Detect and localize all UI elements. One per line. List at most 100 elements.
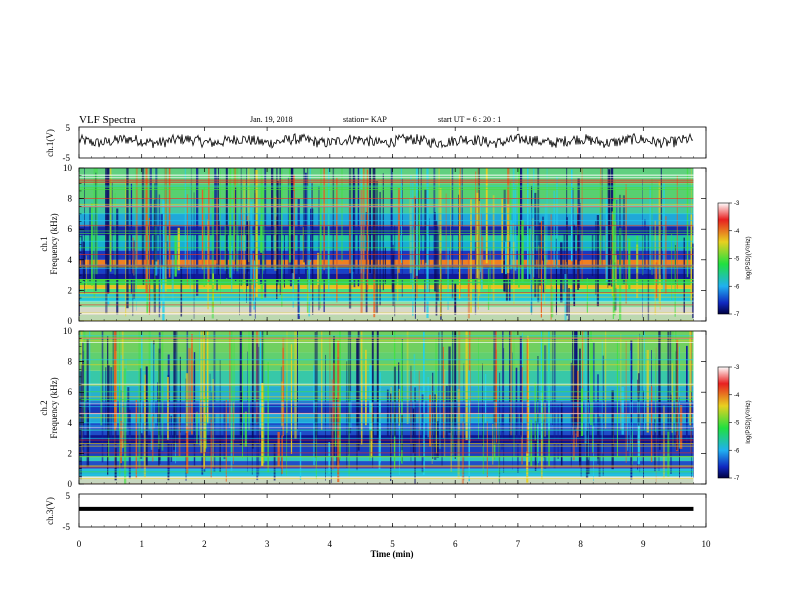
- spectral-streak: [429, 394, 431, 447]
- colorbar-tick-label: -6: [734, 284, 740, 290]
- spectral-streak: [281, 435, 283, 474]
- spectral-streak: [398, 362, 400, 425]
- spectral-streak: [142, 168, 145, 285]
- spectral-streak: [219, 439, 221, 472]
- spectral-streak: [429, 218, 430, 293]
- xtick-label: 9: [641, 539, 646, 549]
- spectral-streak: [619, 194, 621, 266]
- spectral-streak: [541, 331, 544, 445]
- spectral-streak: [276, 168, 278, 286]
- spectral-streak: [110, 175, 111, 272]
- spectral-streak: [533, 168, 535, 278]
- ytick-label: 8: [68, 194, 73, 204]
- spectral-streak: [82, 241, 85, 281]
- spectral-streak: [336, 177, 338, 303]
- spectral-streak: [258, 346, 260, 476]
- spectral-streak: [627, 415, 629, 451]
- spectral-streak: [111, 182, 113, 271]
- spectral-streak: [478, 201, 481, 296]
- spectral-streak: [158, 194, 161, 318]
- spectral-streak: [439, 188, 442, 317]
- spectral-streak: [138, 331, 141, 471]
- spectral-streak: [162, 200, 165, 321]
- spectral-streak: [328, 442, 331, 474]
- spectral-streak: [246, 225, 250, 272]
- spectral-streak: [312, 208, 314, 315]
- spectral-streak: [637, 393, 640, 465]
- spectral-streak: [630, 340, 633, 480]
- spectral-streak: [643, 390, 644, 479]
- spectral-streak: [475, 171, 477, 294]
- spectral-streak: [560, 402, 563, 466]
- spectral-streak: [539, 222, 542, 286]
- spectral-streak: [337, 340, 340, 483]
- spectral-band: [79, 267, 694, 274]
- spectral-band: [79, 413, 694, 423]
- spectral-streak: [207, 331, 209, 424]
- spectral-streak: [218, 220, 220, 266]
- narrowband-line: [79, 281, 694, 283]
- spectral-streak: [510, 220, 513, 269]
- spectral-streak: [436, 421, 439, 458]
- spectral-streak: [203, 186, 205, 287]
- spectral-streak: [534, 192, 537, 298]
- narrowband-line: [79, 304, 694, 306]
- spectral-streak: [498, 422, 500, 482]
- spectral-streak: [196, 168, 199, 296]
- spectral-streak: [412, 181, 414, 316]
- narrowband-line: [79, 422, 694, 424]
- spectral-streak: [519, 336, 522, 437]
- spectral-streak: [555, 238, 557, 315]
- narrowband-line: [79, 403, 694, 405]
- spectral-streak: [642, 179, 643, 318]
- narrowband-line: [79, 359, 694, 361]
- spectral-streak: [616, 199, 618, 275]
- spectral-streak: [390, 393, 392, 481]
- ytick-label: 10: [63, 326, 73, 336]
- spectral-streak: [392, 244, 394, 307]
- spectral-streak: [365, 349, 367, 426]
- narrowband-line: [79, 182, 694, 183]
- spectral-streak: [362, 248, 365, 303]
- ch1-waveform-line: [79, 132, 694, 149]
- spectral-streak: [596, 215, 599, 307]
- ytick-label: 4: [68, 418, 73, 428]
- spectral-streak: [474, 242, 477, 315]
- spectral-streak: [320, 168, 322, 282]
- spectral-streak: [174, 235, 177, 277]
- narrowband-line: [79, 383, 694, 385]
- spectral-streak: [566, 168, 568, 262]
- ch3-waveform-ylabel: ch.3(V): [45, 497, 55, 525]
- spectral-streak: [578, 203, 581, 262]
- ytick-label: 6: [68, 224, 73, 234]
- spectral-streak: [190, 168, 192, 277]
- ch2-frequency-label: Frequency (kHz): [49, 377, 59, 438]
- spectral-streak: [450, 386, 452, 472]
- spectral-streak: [204, 415, 206, 452]
- spectral-streak: [581, 168, 583, 281]
- spectral-streak: [481, 236, 484, 281]
- spectral-streak: [363, 168, 365, 273]
- spectral-streak: [89, 331, 91, 444]
- spectral-band: [79, 401, 694, 414]
- narrowband-line: [79, 406, 694, 408]
- spectral-streak: [211, 392, 213, 448]
- narrowband-line: [79, 466, 694, 468]
- spectral-streak: [424, 189, 427, 263]
- spectral-streak: [654, 220, 657, 315]
- spectral-streak: [233, 337, 235, 440]
- spectral-streak: [171, 254, 174, 300]
- narrowband-line: [79, 439, 694, 441]
- spectral-streak: [587, 331, 589, 432]
- spectral-streak: [512, 168, 515, 267]
- spectral-streak: [179, 356, 181, 433]
- spectral-streak: [108, 424, 110, 460]
- spectral-streak: [264, 168, 267, 298]
- colorbar-tick-label: -5: [734, 257, 740, 263]
- spectral-streak: [586, 391, 588, 428]
- spectral-streak: [336, 397, 338, 467]
- colorbar-tick-label: -3: [734, 201, 740, 207]
- spectral-streak: [83, 331, 86, 423]
- spectral-band: [79, 331, 694, 353]
